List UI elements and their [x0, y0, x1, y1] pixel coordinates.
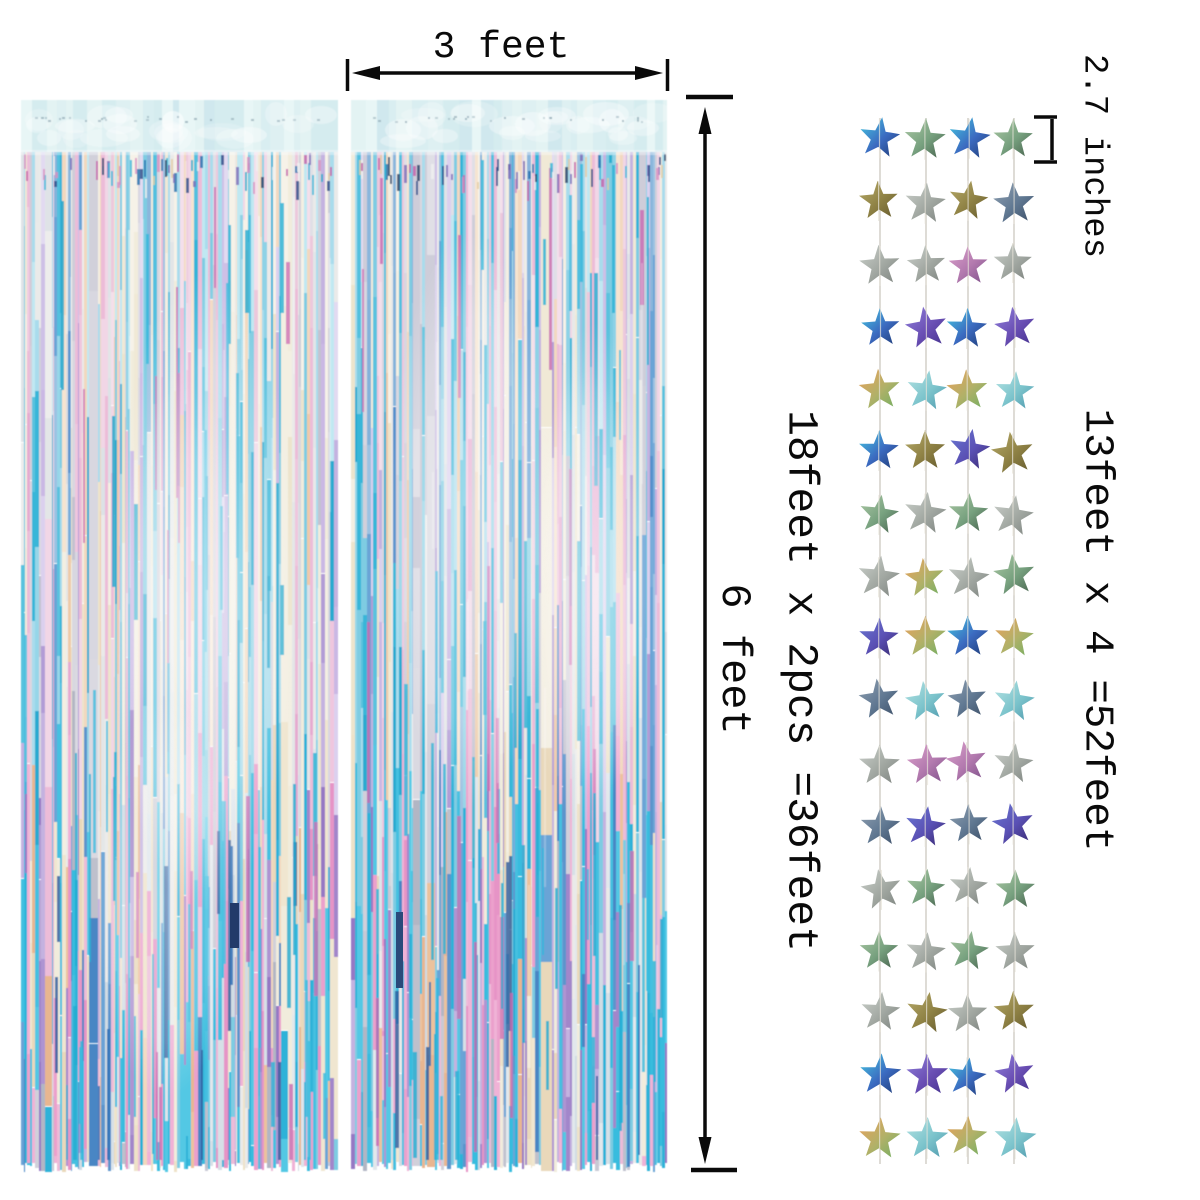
- svg-text:18feet x 2pcs =36feet: 18feet x 2pcs =36feet: [777, 410, 826, 952]
- svg-text:3 feet: 3 feet: [433, 26, 570, 69]
- svg-text:6 feet: 6 feet: [710, 583, 758, 734]
- svg-text:2.7 inches: 2.7 inches: [1075, 54, 1113, 258]
- svg-text:13feet x 4 =52feet: 13feet x 4 =52feet: [1074, 409, 1120, 852]
